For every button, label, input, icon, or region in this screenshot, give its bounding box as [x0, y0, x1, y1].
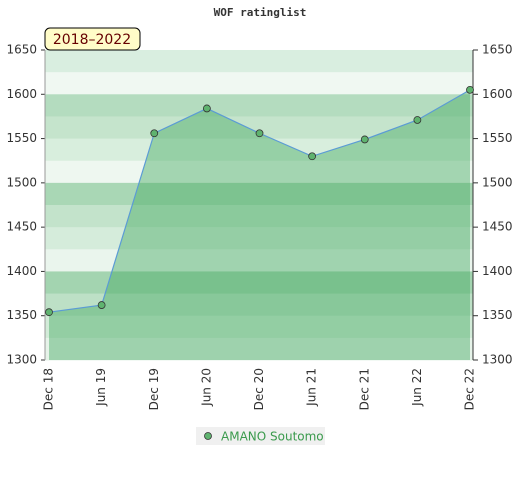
y-tick-label: 1300: [6, 353, 37, 367]
x-tick-label: Dec 22: [463, 368, 477, 410]
area: [49, 89, 470, 360]
marker: [202, 104, 211, 113]
marker: [308, 152, 317, 161]
stripe: [45, 138, 473, 162]
stripe: [45, 315, 473, 339]
stripe: [45, 271, 473, 295]
legend-label: AMANO Soutomo: [221, 430, 324, 444]
x-tick-label: Dec 20: [252, 368, 266, 410]
y-tick-label-right: 1600: [482, 87, 513, 101]
marker: [150, 129, 159, 138]
stripe: [45, 205, 473, 228]
marker: [45, 308, 53, 317]
marker: [413, 116, 422, 124]
y-tick-label-right: 1500: [482, 175, 513, 189]
legend: [196, 427, 325, 445]
marker: [360, 135, 369, 144]
stripe: [45, 94, 473, 117]
stripe: [45, 227, 473, 250]
y-tick-label: 1350: [6, 308, 37, 322]
y-tick-label-right: 1450: [482, 220, 513, 234]
stripe: [45, 160, 473, 184]
y-tick-label: 1400: [6, 264, 37, 278]
x-tick-label: Dec 18: [42, 368, 56, 410]
x-tick-label: Jun 20: [199, 368, 213, 407]
stripe: [45, 293, 473, 317]
y-tick-label: 1650: [6, 43, 37, 57]
y-tick-label-right: 1650: [482, 43, 513, 57]
marker: [255, 129, 264, 138]
y-tick-label: 1500: [6, 175, 37, 189]
badge: 2018–2022: [53, 32, 131, 48]
x-tick-label: Jun 22: [410, 368, 424, 407]
y-tick-label: 1550: [6, 131, 37, 145]
stripe: [45, 249, 473, 272]
marker: [466, 85, 474, 94]
badge-box: [44, 27, 141, 51]
stripe: [45, 182, 473, 206]
legend-marker: [204, 432, 212, 440]
stripe: [45, 72, 473, 95]
stripe: [45, 50, 473, 73]
y-tick-label-right: 1350: [482, 308, 513, 322]
x-tick-label: Dec 21: [357, 368, 371, 410]
x-tick-label: Jun 19: [94, 368, 108, 407]
y-tick-label: 1600: [6, 87, 37, 101]
stripe: [45, 337, 473, 361]
y-tick-label-right: 1550: [482, 131, 513, 145]
y-tick-label-right: 1300: [482, 353, 513, 367]
plot-background: [45, 50, 473, 361]
chart-title: WOF ratinglist: [214, 6, 307, 19]
x-tick-label: Dec 19: [147, 368, 161, 410]
marker: [97, 301, 106, 309]
y-tick-label-right: 1400: [482, 264, 513, 278]
x-tick-label: Jun 21: [305, 368, 319, 407]
y-tick-label: 1450: [6, 220, 37, 234]
plot: 1300 1300 1350 1350 1400 1400 1450 1450 1500 1500…: [6, 43, 512, 411]
